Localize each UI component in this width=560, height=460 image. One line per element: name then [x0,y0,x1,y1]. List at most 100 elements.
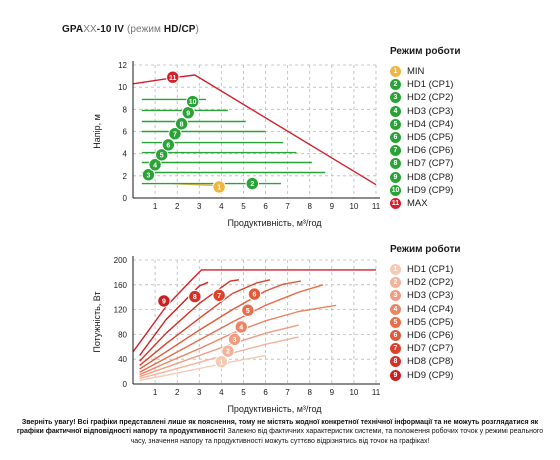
legend-label: HD5 (CP5) [407,316,454,328]
legend-badge: 7 [390,343,401,355]
legend-label: HD3 (CP3) [407,290,454,302]
y-axis-label: Напір, м [92,114,102,149]
head-legend: Режим роботи 1 MIN 2 HD1 (CP1) 3 HD2 (CP2) 4 HD… [390,46,555,210]
x-tick-label: 9 [330,202,335,211]
curve-badge [185,94,200,109]
legend-badge: 2 [390,277,401,289]
curve-badge [157,294,171,308]
y-tick-label: 4 [123,150,128,159]
x-tick-label: 1 [153,202,158,211]
legend-badge: 6 [390,330,401,342]
legend-item: 11 MAX [390,197,555,210]
y-tick-label: 12 [118,61,127,70]
curve-badge [168,127,182,141]
legend-label: HD9 (CP9) [407,184,454,196]
legend-item: 4 HD3 (CP3) [390,105,555,118]
legend-item: 7 HD6 (CP6) [390,144,555,157]
legend-badge: 5 [390,316,401,328]
legend-item: 2 HD1 (CP1) [390,78,555,91]
curve-badge [161,138,176,152]
x-tick-label: 6 [263,388,268,397]
curve-badge [227,332,242,347]
curve-badge [148,158,162,172]
x-tick-label: 10 [349,388,358,397]
x-tick-label: 8 [308,388,313,397]
curve-badge-label: 7 [217,293,221,300]
legend-label: HD6 (CP6) [407,330,454,342]
legend-item: 1 HD1 (CP1) [390,263,555,276]
y-tick-label: 8 [123,105,128,114]
series-line-2 [139,336,299,380]
legend-item: 9 HD8 (CP8) [390,171,555,184]
legend-badge: 5 [390,118,401,130]
x-tick-label: 7 [285,388,290,397]
curve-badge-label: 4 [153,162,157,169]
legend-label: HD7 (CP7) [407,158,454,170]
legend-label: HD8 (CP8) [407,356,454,368]
y-tick-label: 6 [123,128,128,137]
curve-badge-label: 9 [186,110,190,117]
legend-item: 5 HD4 (CP4) [390,118,555,131]
x-tick-label: 11 [372,202,381,211]
x-tick-label: 2 [175,388,180,397]
legend-item: 5 HD5 (CP5) [390,316,555,329]
legend-badge: 4 [390,303,401,315]
x-tick-label: 6 [263,202,268,211]
curve-badge-label: 6 [253,292,257,299]
curve-badge [212,288,226,303]
series-line-max [132,269,376,353]
legend-item: 8 HD8 (CP8) [390,355,555,368]
y-tick-label: 160 [114,281,128,290]
curve-badge [221,344,235,358]
curve-badge-label: 7 [173,131,177,138]
legend-badge: 1 [390,264,401,276]
legend-badge: 9 [390,171,401,183]
curve-badge-label: 1 [219,359,223,366]
curve-badge-label: 8 [193,294,197,301]
power-legend: Режим роботи 1 HD1 (CP1) 2 HD2 (CP2) 3 HD3 (C… [390,244,555,382]
y-axis-label: Потужність, Вт [92,291,102,352]
curve-badge-label: 2 [226,349,230,356]
y-tick-label: 2 [123,172,128,181]
legend-label: HD4 (CP4) [407,303,454,315]
legend-label: HD4 (CP4) [407,118,454,130]
curve-badge [166,70,180,84]
curve-badge [174,117,189,131]
x-tick-label: 3 [197,388,202,397]
curve-badge [155,148,169,162]
y-tick-label: 40 [118,355,127,364]
x-tick-label: 4 [219,202,224,211]
x-tick-label: 2 [175,202,180,211]
curve-badge-label: 4 [239,325,243,332]
series-line-1 [139,354,266,381]
x-axis-label: Продуктивність, м³/год [227,404,322,414]
legend-item: 3 HD3 (CP3) [390,289,555,302]
legend-item: 1 MIN [390,65,555,78]
curve-badge-label: 3 [233,337,237,344]
curve-badge-label: 9 [162,299,166,306]
legend-badge: 6 [390,132,401,144]
legend-item: 4 HD4 (CP4) [390,303,555,316]
legend-badge: 9 [390,369,401,381]
legend-label: HD5 (CP5) [407,132,454,144]
legend-rows: 1 HD1 (CP1) 2 HD2 (CP2) 3 HD3 (CP3) 4 HD4 (CP4)… [390,263,555,382]
x-tick-label: 5 [241,388,246,397]
legend-badge: 8 [390,356,401,368]
curve-badge [234,320,248,334]
legend-label: HD7 (CP7) [407,343,454,355]
curve-badge-label: 6 [166,142,170,149]
series-line-6 [139,280,302,370]
x-tick-label: 8 [308,202,313,211]
legend-title: Режим роботи [390,244,461,255]
curve-badge-label: 1 [217,185,221,192]
series-line-5 [139,284,324,373]
legend-label: HD1 (CP1) [407,79,454,91]
y-tick-label: 200 [114,256,128,265]
legend-badge: 10 [390,184,401,196]
page-title: GPAXX-10 IV (режим HD/CP) [62,24,199,35]
curve-badge-label: 5 [160,152,164,159]
x-tick-label: 10 [349,202,358,211]
curve-badge [141,168,156,182]
legend-label: HD3 (CP3) [407,105,454,117]
